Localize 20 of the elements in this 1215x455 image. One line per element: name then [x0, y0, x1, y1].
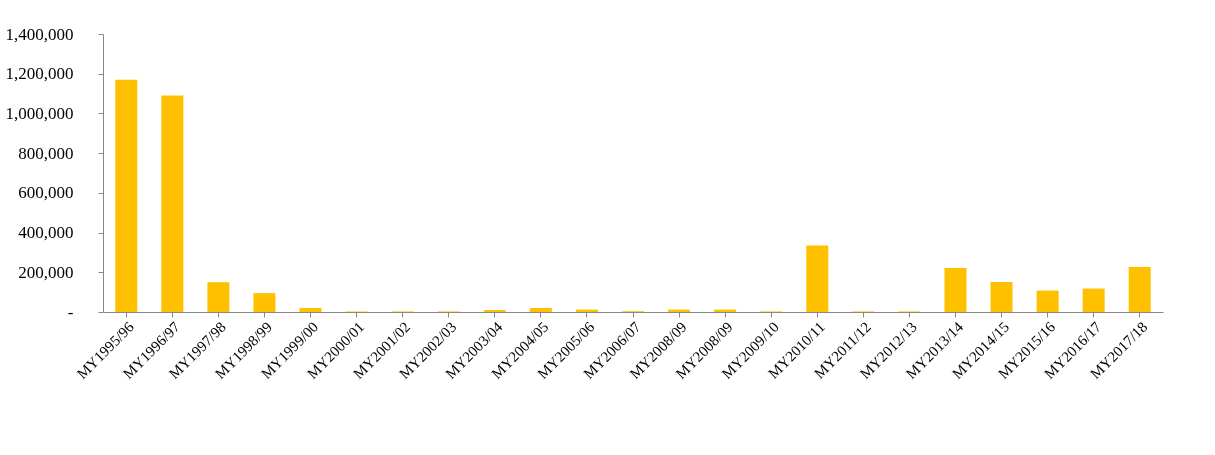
y-tick-label: 800,000	[18, 143, 74, 163]
y-tick-label: 1,200,000	[5, 64, 74, 84]
bar	[161, 95, 184, 312]
bar	[990, 282, 1013, 312]
y-tick-label: -	[67, 302, 74, 322]
bar	[1036, 290, 1059, 312]
bar	[944, 268, 967, 312]
bar	[529, 308, 552, 312]
bar	[253, 293, 276, 312]
y-tick-label: 600,000	[18, 183, 74, 203]
bar	[299, 308, 322, 312]
y-tick-label: 1,000,000	[5, 103, 74, 123]
bar	[1128, 266, 1151, 312]
bar	[806, 245, 829, 312]
y-tick-label: 1,400,000	[5, 24, 74, 44]
y-tick-label: 200,000	[18, 262, 74, 282]
bar	[115, 79, 138, 312]
y-tick-label: 400,000	[18, 223, 74, 243]
bar	[1082, 288, 1105, 312]
bar	[207, 282, 230, 312]
